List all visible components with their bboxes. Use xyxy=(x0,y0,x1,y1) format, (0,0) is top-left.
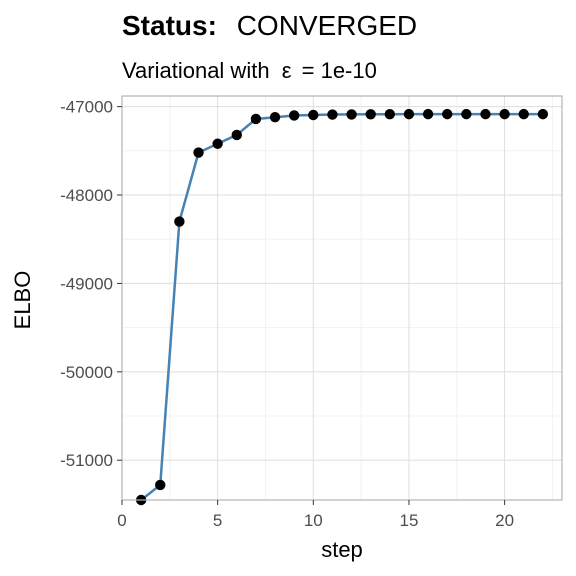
major-grid xyxy=(121,96,562,500)
chart-subtitle-suffix: = 1e-10 xyxy=(302,58,377,83)
data-point xyxy=(288,110,300,121)
series-points-group xyxy=(135,108,549,506)
x-tick-label: 0 xyxy=(117,511,126,530)
minor-grid xyxy=(122,96,562,500)
x-tick-label: 20 xyxy=(495,511,514,530)
panel-border xyxy=(121,95,563,501)
chart-title: Status: CONVERGED xyxy=(122,10,417,41)
x-axis-ticks: 0 5 10 15 20 xyxy=(117,500,514,530)
data-point xyxy=(308,109,319,121)
data-point xyxy=(461,108,472,120)
y-tick-label: -51000 xyxy=(60,451,113,470)
y-axis-title: ELBO xyxy=(10,271,35,330)
data-point xyxy=(250,113,262,125)
data-point xyxy=(365,109,376,120)
y-axis-ticks: -51000 -50000 -49000 -48000 -47000 xyxy=(60,98,122,470)
data-point xyxy=(384,109,396,120)
data-point xyxy=(231,129,242,141)
data-point xyxy=(174,216,185,227)
x-axis-title: step xyxy=(321,537,363,562)
chart-subtitle-symbol: ε xyxy=(282,58,292,83)
data-point xyxy=(537,108,549,120)
data-point xyxy=(193,147,204,158)
data-point xyxy=(499,108,510,120)
series-line xyxy=(140,112,543,501)
y-tick-label: -47000 xyxy=(60,98,113,117)
x-tick-label: 5 xyxy=(213,511,222,530)
data-point xyxy=(346,109,357,120)
y-tick-label: -50000 xyxy=(60,363,113,382)
data-point xyxy=(327,109,338,120)
data-point xyxy=(403,108,415,120)
data-point xyxy=(480,108,491,120)
data-point xyxy=(269,112,281,123)
series-line-group xyxy=(140,112,543,501)
data-point xyxy=(518,108,529,120)
chart-title-value: CONVERGED xyxy=(237,10,417,41)
chart-subtitle: Variational with ε = 1e-10 xyxy=(122,58,377,83)
data-point xyxy=(155,479,166,491)
x-tick-label: 10 xyxy=(304,511,323,530)
chart-title-label: Status: xyxy=(122,10,217,41)
x-tick-label: 15 xyxy=(399,511,418,530)
data-point xyxy=(422,108,434,120)
y-tick-label: -49000 xyxy=(60,274,113,293)
chart-subtitle-prefix: Variational with xyxy=(122,58,270,83)
data-point xyxy=(442,108,453,120)
y-tick-label: -48000 xyxy=(60,186,113,205)
data-point xyxy=(212,138,223,149)
